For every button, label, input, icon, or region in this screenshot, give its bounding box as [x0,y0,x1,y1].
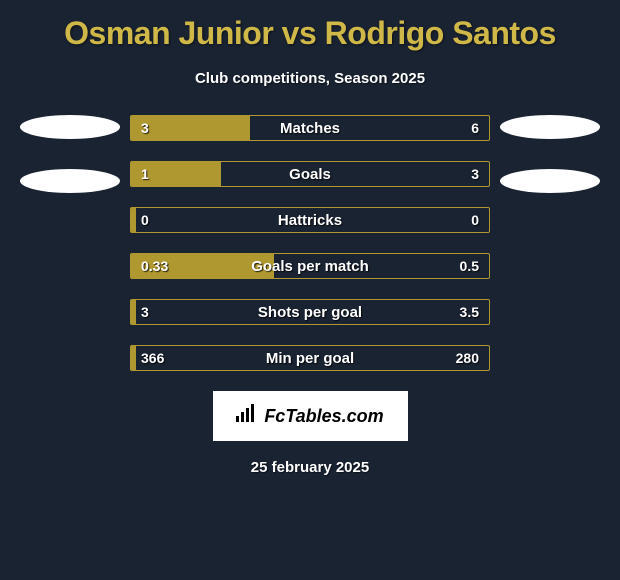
right-avatar-col [500,115,600,193]
bar-label: Goals [131,162,489,186]
comparison-row: 3 Matches 6 1 Goals 3 0 Hattricks 0 0.33… [20,115,600,371]
bar-goals: 1 Goals 3 [130,161,490,187]
bar-right-value: 3.5 [460,300,479,324]
footer-logo[interactable]: FcTables.com [213,391,408,441]
bar-right-value: 6 [471,116,479,140]
right-avatar-1 [500,115,600,139]
bar-right-value: 0.5 [460,254,479,278]
left-avatar-2 [20,169,120,193]
left-avatar-1 [20,115,120,139]
right-avatar-2 [500,169,600,193]
bars-column: 3 Matches 6 1 Goals 3 0 Hattricks 0 0.33… [130,115,490,371]
bar-right-value: 280 [456,346,479,370]
left-avatar-col [20,115,120,193]
bar-goals-per-match: 0.33 Goals per match 0.5 [130,253,490,279]
bar-matches: 3 Matches 6 [130,115,490,141]
bar-right-value: 0 [471,208,479,232]
bar-label: Hattricks [131,208,489,232]
bar-hattricks: 0 Hattricks 0 [130,207,490,233]
chart-icon [236,404,258,428]
page-title: Osman Junior vs Rodrigo Santos [20,15,600,52]
bar-shots-per-goal: 3 Shots per goal 3.5 [130,299,490,325]
footer-logo-text: FcTables.com [264,406,383,427]
bar-right-value: 3 [471,162,479,186]
bar-min-per-goal: 366 Min per goal 280 [130,345,490,371]
footer-date: 25 february 2025 [20,459,600,476]
bar-label: Shots per goal [131,300,489,324]
bar-label: Matches [131,116,489,140]
bar-label: Min per goal [131,346,489,370]
subtitle: Club competitions, Season 2025 [20,70,600,87]
bar-label: Goals per match [131,254,489,278]
